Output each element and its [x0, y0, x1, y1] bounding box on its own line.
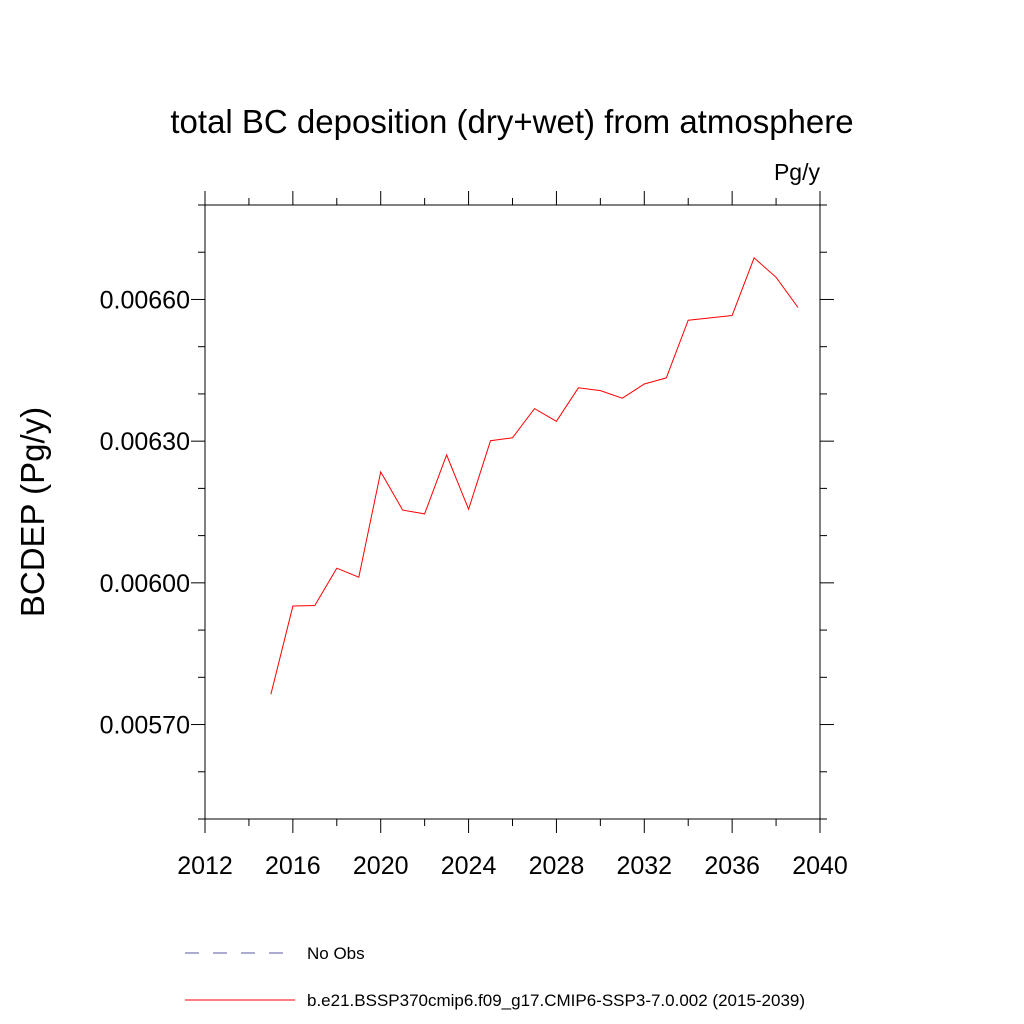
data-point: [424, 513, 425, 514]
data-point: [468, 509, 469, 510]
plot-frame: [204, 204, 821, 820]
data-point: [600, 390, 601, 391]
data-point: [358, 577, 359, 578]
data-point: [270, 694, 271, 695]
data-point: [754, 257, 755, 258]
axis-ticks: [191, 191, 834, 833]
data-point: [622, 398, 623, 399]
x-tick-label: 2020: [353, 852, 409, 880]
data-point: [490, 440, 491, 441]
series-line-0: [270, 257, 799, 695]
x-tick-label: 2028: [529, 852, 585, 880]
data-point: [534, 408, 535, 409]
data-point: [556, 421, 557, 422]
data-point: [292, 605, 293, 606]
legend-label-model-run: b.e21.BSSP370cmip6.f09_g17.CMIP6-SSP3-7.…: [307, 991, 805, 1010]
x-tick-label: 2024: [441, 852, 497, 880]
y-tick-label: 0.00630: [100, 428, 190, 456]
series-lines: [270, 257, 799, 695]
data-point: [578, 387, 579, 388]
x-tick-label: 2012: [177, 852, 233, 880]
units-label: Pg/y: [774, 159, 821, 185]
data-point: [644, 384, 645, 385]
legend-label-no-obs: No Obs: [307, 944, 365, 963]
x-tick-label: 2036: [704, 852, 760, 880]
y-tick-label: 0.00660: [100, 286, 190, 314]
x-tick-labels: 2012 2016 2020 2024 2028 2032 2036 2040: [177, 852, 848, 880]
data-point: [512, 437, 513, 438]
data-point: [710, 317, 711, 318]
data-point: [666, 377, 667, 378]
chart-title: total BC deposition (dry+wet) from atmos…: [170, 103, 853, 140]
data-point: [336, 568, 337, 569]
data-point: [798, 307, 799, 308]
x-tick-label: 2016: [265, 852, 321, 880]
x-tick-label: 2032: [616, 852, 672, 880]
y-tick-label: 0.00570: [100, 712, 190, 740]
data-point: [732, 315, 733, 316]
data-point: [446, 454, 447, 455]
y-axis-label: BCDEP (Pg/y): [14, 407, 51, 617]
data-point: [776, 277, 777, 278]
y-tick-labels: 0.00570 0.00600 0.00630 0.00660: [100, 286, 190, 739]
y-tick-label: 0.00600: [100, 570, 190, 598]
data-point: [314, 605, 315, 606]
legend: No Obs b.e21.BSSP370cmip6.f09_g17.CMIP6-…: [185, 944, 805, 1010]
data-point: [380, 471, 381, 472]
x-tick-label: 2040: [792, 852, 848, 880]
data-point: [688, 320, 689, 321]
data-point: [402, 510, 403, 511]
